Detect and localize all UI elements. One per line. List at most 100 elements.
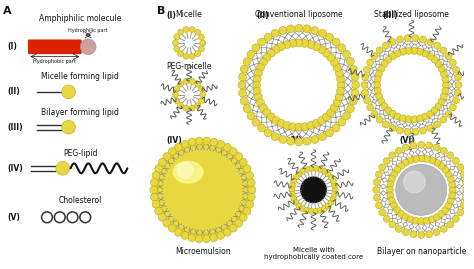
Circle shape [326,129,333,137]
Text: Bilayer forming lipid: Bilayer forming lipid [41,108,119,116]
Circle shape [445,171,452,178]
Circle shape [412,129,419,135]
Circle shape [351,89,359,97]
Circle shape [405,116,412,123]
Circle shape [440,93,447,100]
Circle shape [449,192,456,199]
Circle shape [333,99,341,107]
Circle shape [174,34,180,40]
Circle shape [330,196,336,201]
Circle shape [364,97,370,104]
Circle shape [168,224,176,232]
Circle shape [371,53,378,59]
Circle shape [405,47,412,54]
Circle shape [189,27,195,33]
Circle shape [200,40,206,46]
Circle shape [376,116,383,123]
Circle shape [253,81,261,89]
Circle shape [442,76,449,83]
Circle shape [332,38,340,46]
Circle shape [322,49,330,57]
Text: (II): (II) [8,87,20,96]
Circle shape [433,144,440,151]
Circle shape [373,186,380,193]
Circle shape [271,29,279,37]
Circle shape [152,172,160,179]
Circle shape [263,54,271,61]
Circle shape [291,196,297,201]
Circle shape [290,192,295,197]
Circle shape [404,171,425,193]
Circle shape [252,118,260,126]
Circle shape [188,138,196,146]
Circle shape [295,138,303,146]
Text: B: B [157,6,165,16]
Circle shape [195,137,203,145]
Circle shape [240,65,248,73]
Circle shape [267,113,275,121]
Text: (VI): (VI) [400,136,416,145]
Circle shape [385,56,392,63]
Circle shape [335,69,343,77]
Circle shape [434,121,441,128]
Text: Hydrophobic part: Hydrophobic part [34,59,76,63]
Circle shape [332,187,338,193]
Circle shape [391,202,398,209]
Circle shape [303,25,311,33]
Circle shape [313,208,319,214]
Circle shape [457,164,464,171]
Circle shape [256,63,264,72]
Circle shape [183,27,189,33]
Circle shape [417,48,423,55]
Circle shape [259,104,267,112]
Circle shape [445,53,452,59]
Text: Bilayer on nanoparticle: Bilayer on nanoparticle [376,247,466,256]
Circle shape [434,214,440,220]
Circle shape [381,61,388,68]
Circle shape [335,93,343,101]
Circle shape [447,221,454,228]
Circle shape [319,29,326,37]
Circle shape [412,155,419,162]
Text: (III): (III) [8,123,23,132]
Circle shape [427,125,434,132]
Circle shape [388,176,395,183]
Circle shape [435,61,442,68]
Circle shape [317,167,323,172]
Circle shape [330,104,338,112]
Circle shape [289,187,295,193]
Circle shape [427,38,434,45]
Circle shape [56,161,70,175]
Circle shape [174,98,180,104]
Circle shape [374,76,381,83]
Circle shape [455,89,461,96]
Circle shape [422,113,428,120]
Circle shape [293,200,299,206]
Circle shape [445,111,452,117]
Circle shape [423,217,430,224]
Circle shape [154,141,252,239]
Circle shape [428,157,436,164]
Circle shape [295,123,303,131]
Circle shape [460,171,467,178]
Circle shape [447,176,454,183]
Circle shape [173,40,178,46]
Circle shape [181,232,189,239]
Text: (IV): (IV) [166,136,182,145]
Text: Amphiphilic molecule: Amphiphilic molecule [39,13,121,23]
Circle shape [327,54,335,61]
Circle shape [289,39,297,47]
Circle shape [367,59,374,66]
Circle shape [223,144,231,151]
Circle shape [189,105,195,111]
Circle shape [263,109,271,116]
Circle shape [246,172,254,179]
Circle shape [455,74,461,81]
Circle shape [440,225,447,232]
Circle shape [332,124,340,132]
Circle shape [283,122,291,129]
Circle shape [296,203,302,209]
Circle shape [300,206,306,211]
Text: (IV): (IV) [8,164,24,173]
Circle shape [411,116,418,123]
